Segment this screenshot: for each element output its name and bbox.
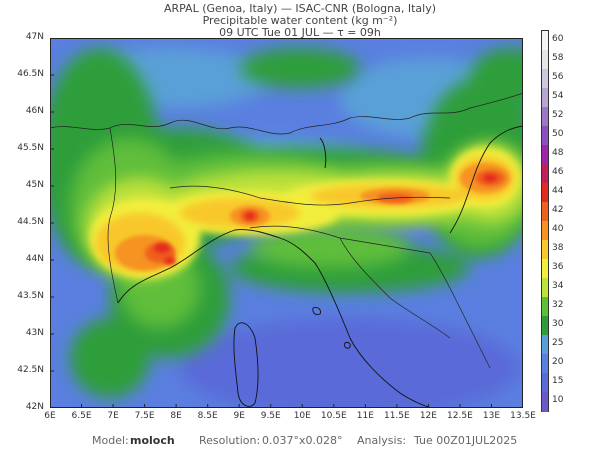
- colorbar-label: 52: [552, 109, 564, 120]
- french-border: [107, 127, 119, 304]
- analysis-label: Analysis:: [357, 434, 407, 447]
- colorbar-label: 54: [552, 90, 564, 101]
- colorbar: [541, 30, 549, 412]
- lat-tick-label: 42.5N: [17, 365, 44, 375]
- colorbar-label: 58: [552, 52, 564, 63]
- colorbar-label: 42: [552, 204, 564, 215]
- lon-tick-label: 6.5E: [71, 411, 92, 421]
- colorbar-segment: [542, 373, 548, 393]
- colorbar-label: 20: [552, 356, 564, 367]
- lat-tick-label: 46N: [25, 106, 44, 116]
- regional-line-tuscany: [339, 237, 451, 339]
- colorbar-label: 15: [552, 375, 564, 386]
- lat-tick-label: 45N: [25, 180, 44, 190]
- lon-tick-label: 9E: [233, 411, 245, 421]
- colorbar-label: 56: [552, 71, 564, 82]
- analysis-value: Tue 00Z01JUL2025: [414, 434, 518, 447]
- lon-tick-label: 13E: [482, 411, 501, 421]
- colorbar-label: 48: [552, 147, 564, 158]
- resolution-label: Resolution:: [199, 434, 261, 447]
- colorbar-segment: [542, 126, 548, 146]
- lake-garda: [319, 137, 327, 169]
- colorbar-segment: [542, 202, 548, 222]
- island-elba: [312, 307, 321, 316]
- regional-line-po: [169, 185, 451, 206]
- colorbar-label: 40: [552, 223, 564, 234]
- coastline-adriatic: [449, 125, 523, 234]
- map-panel: [50, 38, 523, 408]
- model-value: moloch: [130, 434, 175, 447]
- colorbar-segment: [542, 69, 548, 89]
- resolution-value: 0.037°x0.028°: [262, 434, 343, 447]
- lat-tick-label: 43N: [25, 328, 44, 338]
- lat-tick-label: 45.5N: [17, 143, 44, 153]
- regional-line-umbria: [429, 252, 491, 369]
- lon-tick-label: 8.5E: [197, 411, 218, 421]
- coastline-west: [117, 229, 434, 408]
- colorbar-segment: [542, 297, 548, 317]
- alpine-border: [50, 92, 523, 135]
- colorbar-label: 32: [552, 299, 564, 310]
- colorbar-segment: [542, 221, 548, 241]
- lat-tick-label: 42N: [25, 402, 44, 412]
- precipitable-water-map: [50, 38, 523, 408]
- colorbar-segment: [542, 316, 548, 336]
- colorbar-segment: [542, 183, 548, 203]
- model-label: Model:: [92, 434, 129, 447]
- lat-tick-label: 47N: [25, 32, 44, 42]
- lon-tick-label: 11.5E: [383, 411, 410, 421]
- colorbar-segment: [542, 145, 548, 165]
- colorbar-segment: [542, 31, 548, 51]
- colorbar-label: 10: [552, 394, 564, 405]
- colorbar-segment: [542, 88, 548, 108]
- lon-tick-label: 6E: [44, 411, 56, 421]
- lat-tick-label: 46.5N: [17, 69, 44, 79]
- lon-tick-label: 7E: [107, 411, 119, 421]
- colorbar-segment: [542, 278, 548, 298]
- lon-tick-label: 13.5E: [510, 411, 536, 421]
- lat-tick-label: 43.5N: [17, 291, 44, 301]
- lon-tick-label: 7.5E: [134, 411, 155, 421]
- lon-tick-label: 10E: [293, 411, 311, 421]
- colorbar-segment: [542, 354, 548, 374]
- lon-tick-label: 12.5E: [447, 411, 473, 421]
- header-line-2: Precipitable water content (kg m⁻²): [202, 14, 398, 27]
- colorbar-label: 30: [552, 318, 564, 329]
- colorbar-label: 36: [552, 261, 564, 272]
- header-line-3: 09 UTC Tue 01 JUL — τ = 09h: [219, 26, 381, 39]
- colorbar-label: 46: [552, 166, 564, 177]
- corsica-outline: [233, 322, 259, 407]
- colorbar-label: 25: [552, 337, 564, 348]
- colorbar-label: 34: [552, 280, 564, 291]
- lon-tick-label: 10.5E: [320, 411, 347, 421]
- lon-tick-label: 8E: [170, 411, 182, 421]
- lat-tick-label: 44N: [25, 254, 44, 264]
- colorbar-segment: [542, 164, 548, 184]
- colorbar-segment: [542, 335, 548, 355]
- colorbar-label: 44: [552, 185, 564, 196]
- colorbar-segment: [542, 240, 548, 260]
- colorbar-segment: [542, 107, 548, 127]
- colorbar-segment: [542, 259, 548, 279]
- lon-tick-label: 12E: [419, 411, 437, 421]
- lat-tick-label: 44.5N: [17, 217, 44, 227]
- colorbar-label: 50: [552, 128, 564, 139]
- header-line-1: ARPAL (Genoa, Italy) — ISAC-CNR (Bologna…: [163, 2, 437, 15]
- colorbar-label: 60: [552, 33, 564, 44]
- island-small: [343, 342, 351, 349]
- colorbar-segment: [542, 392, 548, 412]
- lon-tick-label: 9.5E: [260, 411, 281, 421]
- colorbar-label: 38: [552, 242, 564, 253]
- lon-tick-label: 11E: [356, 411, 374, 421]
- colorbar-segment: [542, 50, 548, 70]
